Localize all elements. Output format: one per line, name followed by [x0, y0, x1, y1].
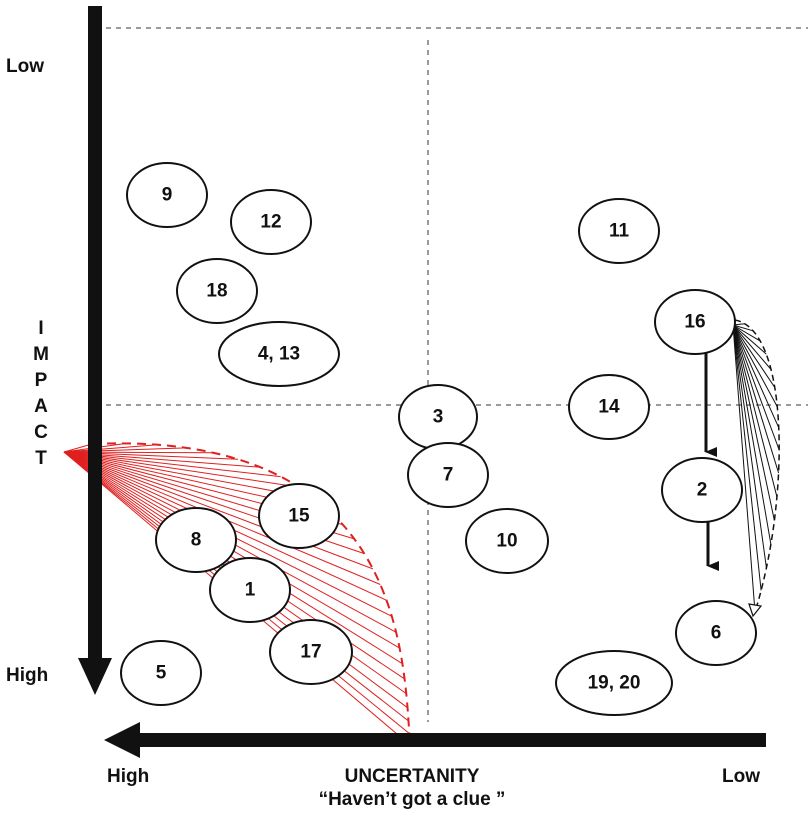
movement-fan-line [732, 324, 780, 451]
node-3[interactable]: 3 [398, 384, 478, 450]
movement-fan-line [732, 324, 754, 332]
movement-fan-line [732, 324, 778, 497]
node-9-label: 9 [162, 185, 173, 206]
impact-axis-shaft [88, 6, 102, 670]
highlight-fan-line [63, 447, 187, 453]
quadrant-gridlines [96, 27, 808, 722]
axis-labels: Low High High Low UNCERTANITY “Haven’t g… [6, 56, 760, 810]
node-4-13[interactable]: 4, 13 [218, 321, 340, 387]
node-17[interactable]: 17 [269, 619, 353, 685]
node-6[interactable]: 6 [675, 600, 757, 666]
node-7-label: 7 [443, 465, 454, 486]
uncertainty-axis-arrowhead [104, 722, 140, 758]
highlight-fan-line [63, 451, 403, 665]
movement-fan-line [732, 324, 780, 474]
node-10[interactable]: 10 [465, 508, 549, 574]
uncertainty-axis [104, 722, 766, 758]
impact-low-label: Low [6, 56, 44, 77]
node-19-20-label: 19, 20 [588, 673, 641, 694]
movement-fan-line [732, 324, 776, 388]
node-1[interactable]: 1 [209, 557, 291, 623]
node-8-label: 8 [191, 530, 202, 551]
node-10-label: 10 [496, 531, 517, 552]
movement-fan-line [732, 324, 756, 613]
node-11[interactable]: 11 [578, 198, 660, 264]
movement-fan-black [732, 319, 780, 618]
node-5[interactable]: 5 [120, 640, 202, 706]
node-18-label: 18 [206, 281, 227, 302]
uncertainty-title: UNCERTANITY [345, 766, 480, 787]
node-14-label: 14 [598, 397, 620, 418]
node-7[interactable]: 7 [407, 442, 489, 508]
node-12-label: 12 [260, 212, 281, 233]
movement-fan-line [732, 324, 778, 407]
movement-fan-line [732, 324, 762, 591]
uncertainty-low-label: Low [722, 766, 760, 787]
movement-fan-line [732, 324, 772, 545]
highlight-fan-line [63, 451, 374, 570]
node-15[interactable]: 15 [258, 483, 340, 549]
highlight-fan-line [63, 444, 158, 453]
impact-high-label: High [6, 665, 48, 686]
node-11-label: 11 [609, 221, 630, 242]
node-15-label: 15 [288, 506, 310, 527]
movement-fan-line [732, 324, 772, 370]
movement-fan-line [732, 324, 780, 429]
node-5-label: 5 [156, 663, 167, 684]
highlight-fan-line [63, 451, 299, 488]
impact-axis [78, 6, 112, 695]
node-2-label: 2 [697, 480, 708, 501]
node-4-13-label: 4, 13 [258, 344, 300, 365]
node-19-20[interactable]: 19, 20 [555, 650, 673, 716]
node-1-label: 1 [245, 580, 256, 601]
movement-fan-line [732, 324, 775, 521]
highlight-fan-line [63, 443, 93, 453]
node-9[interactable]: 9 [126, 162, 208, 228]
movement-fan-line [732, 324, 761, 342]
movement-fan-line [732, 324, 767, 568]
issue-nodes: 9 12 18 4, 13 3 7 10 11 [120, 162, 757, 716]
node-3-label: 3 [433, 407, 444, 428]
node-14[interactable]: 14 [568, 374, 650, 440]
uncertainty-subtitle: “Haven’t got a clue ” [319, 789, 506, 810]
node-16[interactable]: 16 [654, 289, 736, 355]
node-18[interactable]: 18 [176, 258, 258, 324]
movement-fan-arrowhead [748, 603, 763, 618]
uncertainty-axis-shaft [136, 733, 766, 747]
node-8[interactable]: 8 [155, 507, 237, 573]
node-12[interactable]: 12 [230, 189, 312, 255]
movement-fan-line [732, 324, 767, 355]
impact-axis-arrowhead [78, 658, 112, 695]
node-16-label: 16 [684, 312, 705, 333]
node-2[interactable]: 2 [661, 457, 743, 523]
node-17-label: 17 [300, 642, 321, 663]
uncertainty-high-label: High [107, 766, 149, 787]
trajectory-arrows [704, 353, 719, 571]
node-6-label: 6 [711, 623, 722, 644]
